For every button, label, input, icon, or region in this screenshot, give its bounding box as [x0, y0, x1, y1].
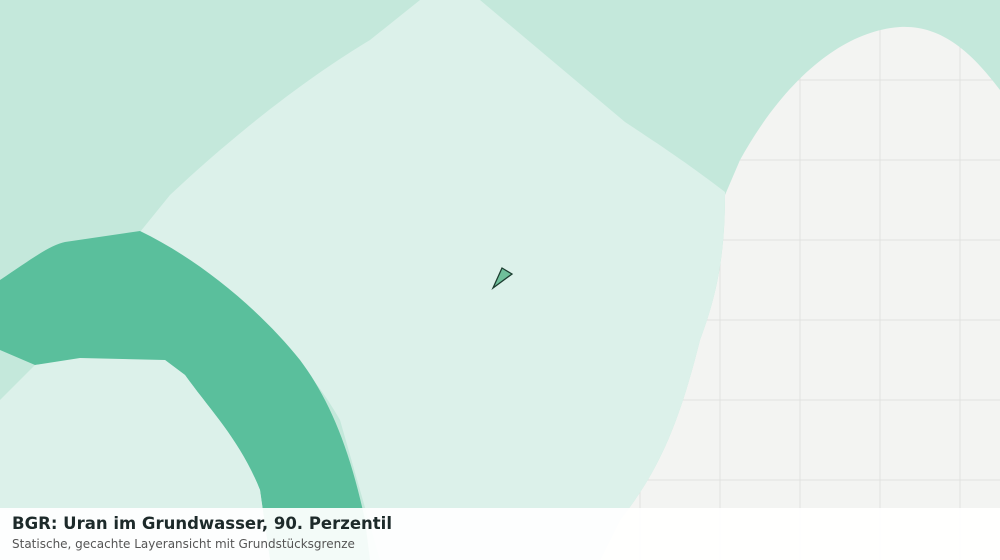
parcel-boundary[interactable] [491, 267, 514, 290]
zone-low [140, 0, 725, 560]
caption: BGR: Uran im Grundwasser, 90. Perzentil … [0, 508, 1000, 560]
map-title: BGR: Uran im Grundwasser, 90. Perzentil [12, 514, 392, 533]
zone-high [0, 231, 370, 560]
map-subtitle: Statische, gecachte Layeransicht mit Gru… [12, 537, 355, 551]
